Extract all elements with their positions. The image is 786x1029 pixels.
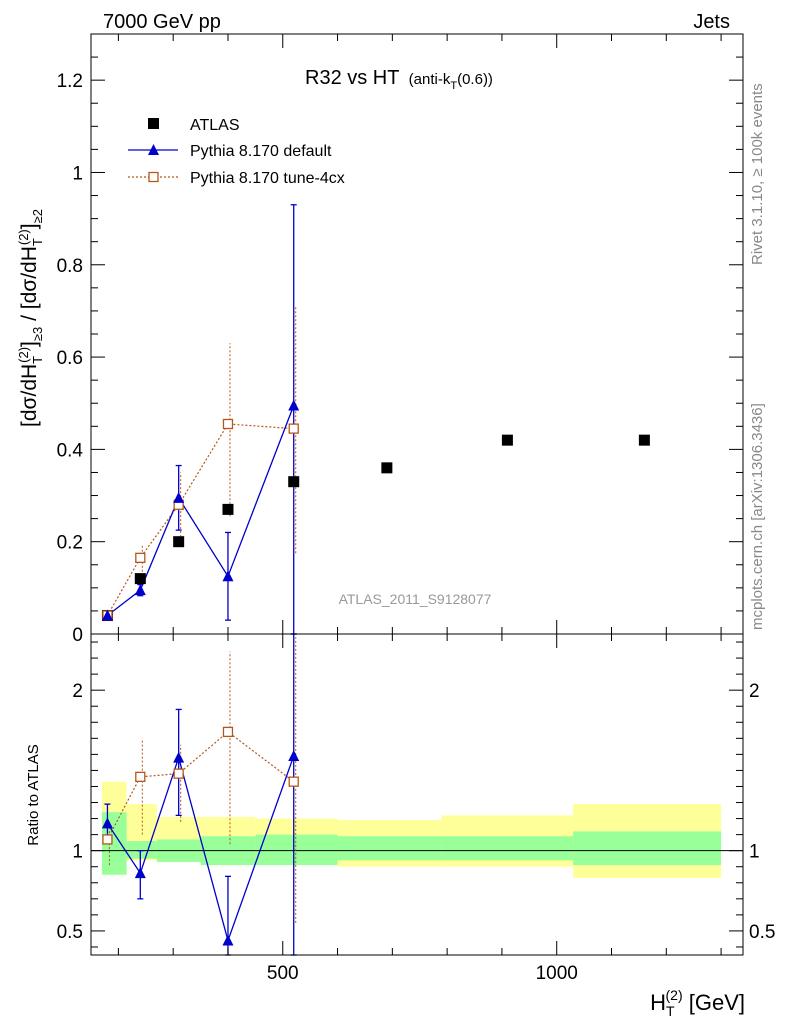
x-axis-label: HT(2) [GeV] bbox=[650, 987, 745, 1019]
ratio-default-point bbox=[101, 817, 113, 829]
atlas-point bbox=[222, 503, 234, 515]
legend-entry-label: Pythia 8.170 tune-4cx bbox=[190, 170, 345, 187]
ratio-band-inner bbox=[337, 836, 442, 861]
ratio-default-point bbox=[288, 749, 300, 761]
ratio-ytick-label: 2 bbox=[72, 681, 83, 702]
legend-default-marker bbox=[148, 144, 159, 155]
mcplots-label: mcplots.cern.ch [arXiv:1306.3436] bbox=[749, 403, 766, 630]
ratio-tune-point bbox=[288, 776, 299, 787]
ratio-band-inner bbox=[126, 841, 157, 859]
legend-entry-label: ATLAS bbox=[190, 117, 240, 134]
main-ytick-label: 0.4 bbox=[57, 440, 84, 461]
main-ylabel: [dσ/dHT(2)]≥3 / [dσ/dHT(2)]≥2 bbox=[16, 209, 45, 427]
ratio-ytick-label: 0.5 bbox=[57, 922, 83, 943]
ratio-band-inner bbox=[573, 831, 722, 866]
ratio-frame bbox=[90, 633, 744, 956]
ratio-default-point bbox=[134, 867, 146, 879]
tune-point bbox=[222, 418, 234, 430]
ratio-ytick-label-right: 2 bbox=[749, 681, 760, 702]
ratio-default-point bbox=[173, 751, 185, 763]
tune-point bbox=[135, 552, 146, 563]
main-frame bbox=[90, 33, 744, 635]
atlas-point bbox=[381, 462, 393, 474]
chart-title-suffix-sub: T bbox=[450, 80, 457, 92]
ratio-band-inner bbox=[441, 836, 574, 861]
atlas-point bbox=[288, 476, 300, 488]
chart-title-main: R32 vs HT bbox=[305, 67, 399, 89]
chart-title-suffix-end: (0.6)) bbox=[457, 71, 493, 88]
main-ytick-label: 0.6 bbox=[57, 348, 83, 369]
ratio-xtick-label: 500 bbox=[267, 963, 299, 984]
default-point bbox=[101, 609, 113, 621]
legend: ATLAS Pythia 8.170 default Pythia 8.170 tu… bbox=[128, 117, 345, 187]
ratio-xtick-label: 1000 bbox=[536, 963, 578, 984]
atlas-point bbox=[638, 434, 650, 446]
ratio-panel: 0.5 0.5 1 1 2 2 500 1000 bbox=[57, 633, 775, 984]
main-ytick-label: 0.2 bbox=[57, 533, 83, 554]
ratio-ytick-label: 1 bbox=[72, 842, 83, 863]
main-ytick-label: 1 bbox=[72, 163, 83, 184]
default-point bbox=[134, 584, 146, 596]
default-point bbox=[222, 570, 234, 582]
rivet-label: Rivet 3.1.10, ≥ 100k events bbox=[749, 83, 766, 265]
default-point bbox=[288, 399, 300, 411]
ratio-tune-point bbox=[173, 768, 184, 779]
default-point bbox=[173, 491, 185, 503]
ratio-ylabel: Ratio to ATLAS bbox=[25, 744, 42, 845]
ratio-default-point bbox=[222, 934, 234, 946]
atlas-point bbox=[134, 573, 146, 585]
legend-tune-marker bbox=[148, 171, 159, 183]
ratio-band-inner bbox=[255, 834, 338, 866]
ratio-ytick-label-right: 0.5 bbox=[749, 922, 775, 943]
main-ytick-label: 0.8 bbox=[57, 256, 83, 277]
main-ytick-label: 0 bbox=[72, 625, 83, 646]
ratio-tune-point bbox=[102, 834, 113, 845]
main-ytick-label: 1.2 bbox=[57, 71, 83, 92]
ratio-ytick-label-right: 1 bbox=[749, 842, 760, 863]
chart-title: R32 vs HT (anti-kT(0.6)) bbox=[305, 67, 493, 92]
legend-atlas-marker bbox=[148, 118, 159, 129]
ratio-tune-point bbox=[222, 726, 234, 738]
atlas-point bbox=[173, 536, 185, 548]
tune-series-line bbox=[106, 423, 294, 616]
ratio-tune-point bbox=[135, 771, 146, 782]
analysis-watermark: ATLAS_2011_S9128077 bbox=[339, 591, 492, 607]
header-right-label: Jets bbox=[693, 11, 730, 33]
main-panel: 0 0.2 0.4 0.6 0.8 1 1.2 bbox=[57, 33, 744, 646]
tune-point bbox=[288, 423, 299, 434]
atlas-point bbox=[501, 434, 513, 446]
header-left-label: 7000 GeV pp bbox=[103, 11, 221, 33]
chart-title-suffix: (anti-k bbox=[409, 71, 451, 88]
legend-entry-label: Pythia 8.170 default bbox=[190, 143, 332, 160]
